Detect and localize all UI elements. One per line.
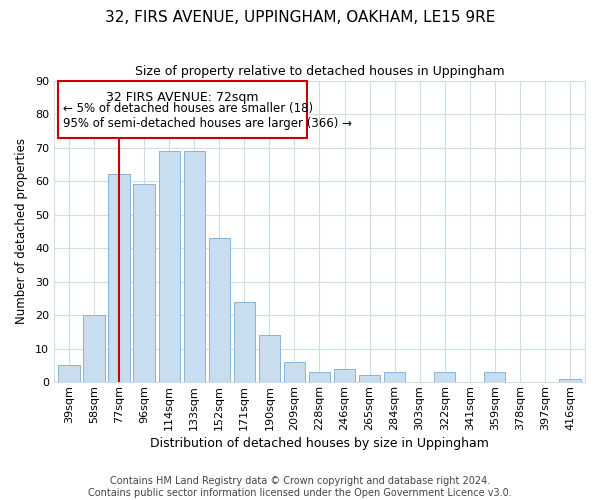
Title: Size of property relative to detached houses in Uppingham: Size of property relative to detached ho… [134,65,504,78]
Bar [559,379,581,382]
Bar [184,151,205,382]
Bar [133,184,155,382]
Bar [434,372,455,382]
Bar [309,372,330,382]
Bar [58,366,80,382]
Bar [158,151,180,382]
Text: 32 FIRS AVENUE: 72sqm: 32 FIRS AVENUE: 72sqm [106,90,259,104]
Bar [259,335,280,382]
Bar [109,174,130,382]
X-axis label: Distribution of detached houses by size in Uppingham: Distribution of detached houses by size … [150,437,489,450]
Bar [83,315,104,382]
Text: 95% of semi-detached houses are larger (366) →: 95% of semi-detached houses are larger (… [62,118,352,130]
FancyBboxPatch shape [58,80,307,138]
Bar [359,376,380,382]
Bar [484,372,505,382]
Bar [233,302,255,382]
Text: ← 5% of detached houses are smaller (18): ← 5% of detached houses are smaller (18) [62,102,313,116]
Bar [209,238,230,382]
Y-axis label: Number of detached properties: Number of detached properties [15,138,28,324]
Text: Contains HM Land Registry data © Crown copyright and database right 2024.
Contai: Contains HM Land Registry data © Crown c… [88,476,512,498]
Bar [384,372,405,382]
Bar [284,362,305,382]
Bar [334,368,355,382]
Text: 32, FIRS AVENUE, UPPINGHAM, OAKHAM, LE15 9RE: 32, FIRS AVENUE, UPPINGHAM, OAKHAM, LE15… [105,10,495,25]
